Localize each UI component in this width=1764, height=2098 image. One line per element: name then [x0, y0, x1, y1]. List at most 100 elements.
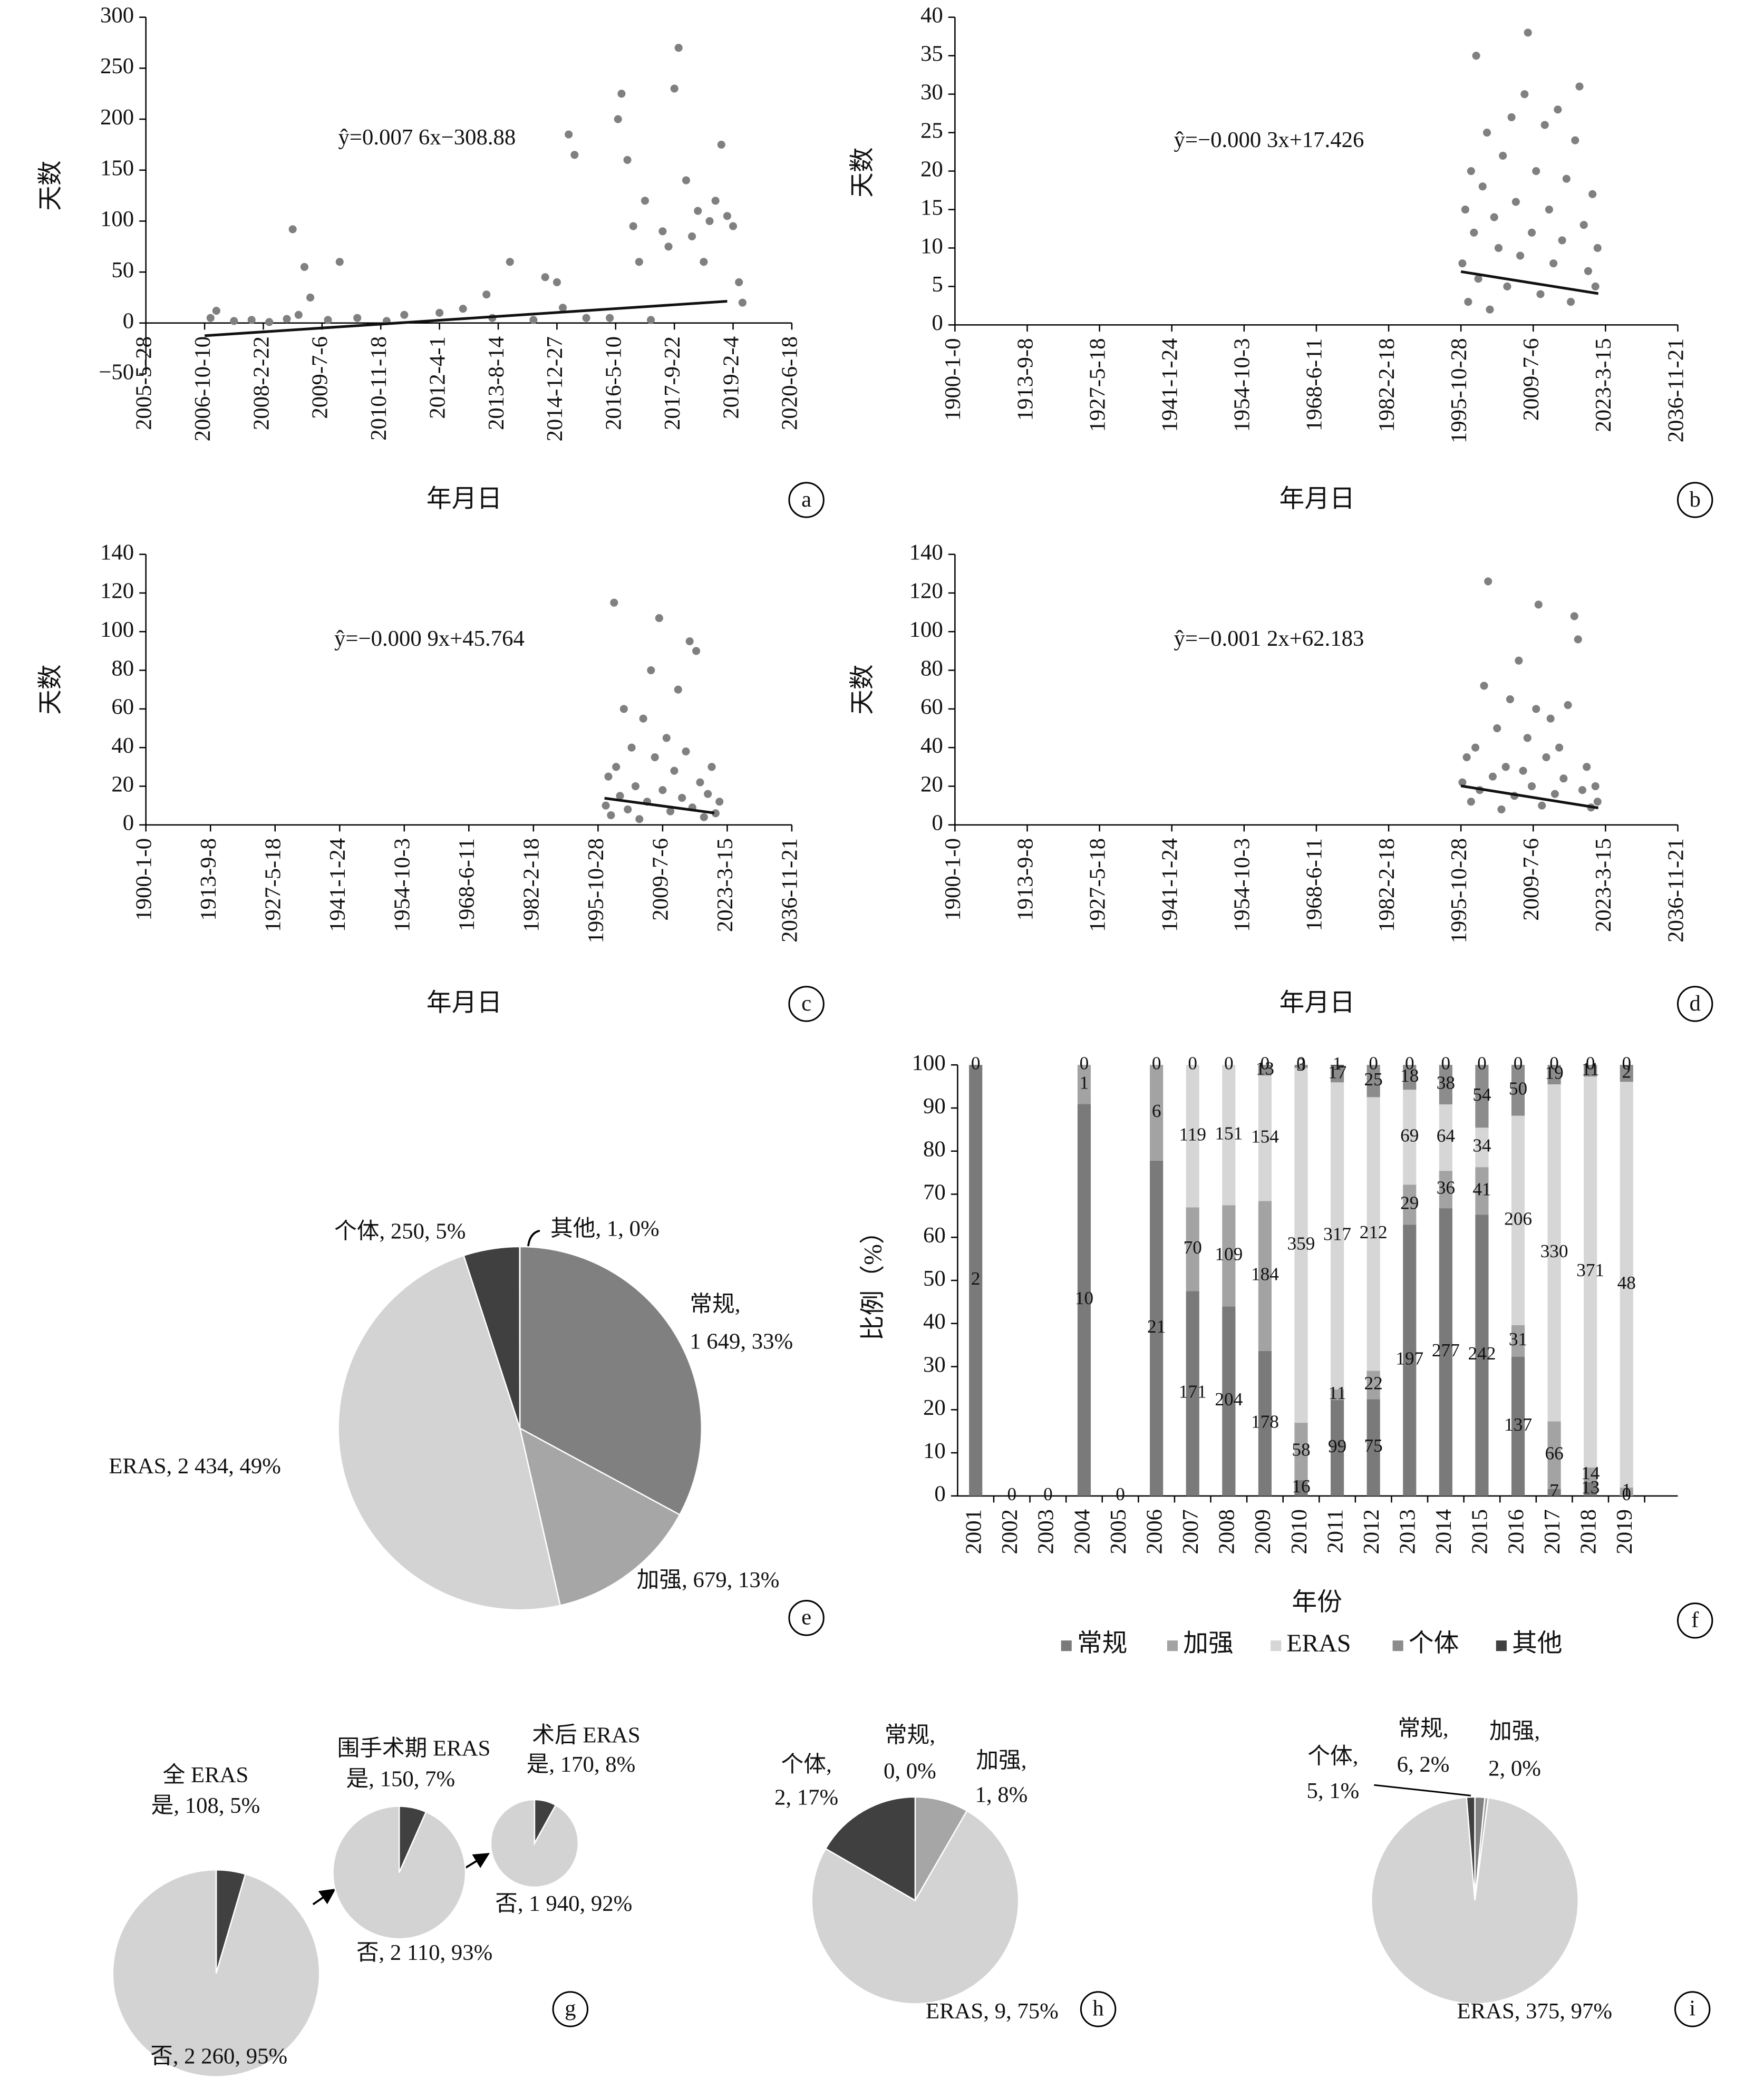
y-tick-label: 100: [909, 617, 943, 642]
pie-slice: [811, 1810, 1020, 2005]
x-tick-label: 2036-11-21: [1663, 838, 1688, 943]
bar-segment: [1294, 1067, 1308, 1423]
panel-label: h: [1092, 1996, 1103, 2021]
point: [635, 815, 644, 823]
data-label: 0: [1261, 1053, 1270, 1073]
x-tick-label: 2017: [1540, 1509, 1565, 1555]
point: [1574, 635, 1582, 644]
x-tick-label: 1982-2-18: [1374, 338, 1399, 432]
x-tick-label: 2023-3-15: [1591, 838, 1616, 932]
y-tick-label: 140: [100, 540, 134, 565]
x-tick-label: 2014: [1431, 1509, 1456, 1554]
x-tick-label: 1995-10-28: [584, 838, 608, 943]
x-tick-label: 2013-8-14: [484, 336, 509, 430]
point: [400, 310, 409, 319]
y-tick-label: 20: [920, 157, 943, 181]
point: [662, 734, 671, 742]
x-tick-label: 2009: [1251, 1509, 1275, 1555]
data-label: 0: [1152, 1053, 1161, 1073]
bar-segment: [1620, 1082, 1633, 1488]
slice-label: 否, 1 940, 92%: [495, 1891, 632, 1916]
point: [1497, 805, 1506, 814]
x-tick-label: 1954-10-3: [390, 838, 415, 932]
point: [558, 304, 567, 312]
point: [1458, 778, 1467, 786]
point: [1591, 282, 1600, 290]
bar-segment: [1150, 1160, 1164, 1496]
point: [629, 222, 637, 230]
bar-segment: [1294, 1065, 1308, 1068]
point: [582, 314, 590, 322]
trendline: [1460, 270, 1599, 295]
x-tick-label: 2008-2-22: [249, 336, 274, 430]
point: [1478, 182, 1487, 191]
point: [1532, 167, 1540, 176]
x-axis-label: 年份: [1292, 1588, 1342, 1616]
point: [1591, 782, 1600, 791]
point: [635, 258, 643, 266]
point: [529, 316, 538, 324]
data-label: 1: [1080, 1072, 1089, 1093]
point: [1546, 714, 1555, 723]
data-label: 14: [1581, 1463, 1600, 1483]
x-tick-label: 1913-9-8: [1013, 338, 1038, 421]
x-tick-label: 1900-1-0: [132, 838, 157, 921]
panel-label: e: [801, 1605, 811, 1630]
point: [670, 766, 679, 775]
y-tick-label: 15: [920, 195, 943, 220]
point: [705, 217, 714, 225]
data-label: 330: [1540, 1241, 1568, 1261]
point: [1542, 753, 1550, 762]
data-label: 69: [1400, 1125, 1419, 1145]
x-tick-label: 2008: [1215, 1509, 1239, 1555]
slice-label: 个体,: [1307, 1744, 1358, 1769]
y-tick-label: 0: [932, 310, 943, 335]
equation: ŷ=−0.001 2x+62.183: [1174, 626, 1364, 651]
panel-label: c: [801, 991, 811, 1016]
y-tick-label: 200: [100, 105, 134, 130]
x-tick-label: 2007: [1178, 1509, 1203, 1555]
panel-label: a: [801, 487, 811, 512]
panel-badge: [1676, 986, 1713, 1022]
legend-label: 个体: [1409, 1629, 1459, 1657]
x-tick-label: 1968-6-11: [1302, 338, 1327, 432]
point: [212, 307, 220, 315]
y-tick-label: 90: [923, 1094, 946, 1119]
legend-label: ERAS: [1286, 1629, 1351, 1657]
bar-segment: [1620, 1065, 1633, 1082]
bar-segment: [1475, 1065, 1489, 1128]
point: [685, 637, 694, 646]
data-label: 151: [1215, 1123, 1243, 1143]
point: [1501, 763, 1510, 771]
point: [1538, 801, 1546, 810]
point: [674, 44, 683, 52]
slice-label: 是, 170, 8%: [527, 1752, 636, 1777]
data-label: 2: [971, 1268, 981, 1289]
data-label: 17: [1328, 1062, 1346, 1083]
data-label: 359: [1287, 1233, 1315, 1254]
slice-label: 6, 2%: [1397, 1752, 1450, 1777]
point: [1462, 753, 1471, 762]
x-tick-label: 2009-7-6: [648, 838, 673, 921]
y-tick-label: 120: [909, 579, 943, 604]
data-label: 0: [1477, 1053, 1487, 1073]
point: [704, 790, 712, 798]
legend-swatch: [1061, 1640, 1072, 1652]
x-tick-label: 1900-1-0: [941, 838, 965, 921]
data-label: 41: [1472, 1179, 1491, 1199]
pie-slice: [1371, 1796, 1579, 2005]
point: [482, 290, 491, 299]
data-label: 22: [1364, 1373, 1383, 1393]
panel-badge: [1080, 1991, 1117, 2027]
data-label: 3: [1296, 1054, 1306, 1075]
x-tick-label: 2009-7-6: [1519, 838, 1544, 921]
bar-segment: [1294, 1480, 1308, 1496]
point: [711, 197, 720, 205]
bar-segment: [1584, 1467, 1597, 1482]
y-tick-label: 300: [100, 3, 134, 28]
data-label: 0: [1549, 1053, 1559, 1073]
point: [655, 614, 663, 623]
data-label: 212: [1360, 1222, 1388, 1242]
point: [1490, 213, 1498, 221]
data-label: 277: [1432, 1340, 1460, 1361]
